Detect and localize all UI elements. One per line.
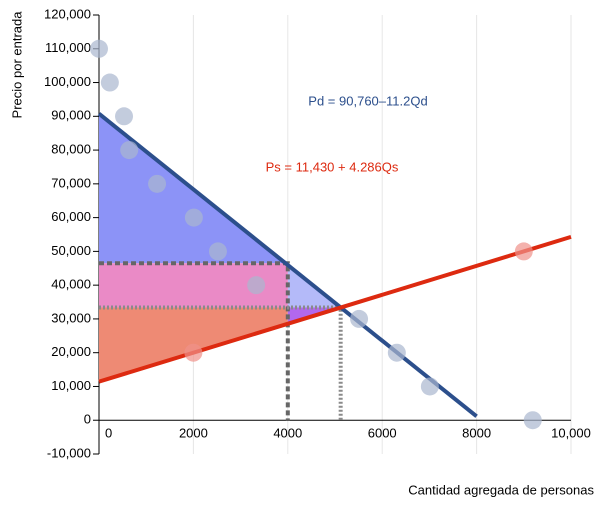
y-tick-label: 40,000 bbox=[51, 277, 91, 292]
scatter-point bbox=[514, 242, 533, 261]
x-tick-label: 10,000 bbox=[551, 426, 591, 441]
x-tick-label: 2000 bbox=[179, 426, 208, 441]
scatter-point bbox=[90, 39, 108, 58]
y-axis-label: Precio por entrada bbox=[9, 11, 24, 119]
y-tick-label: 0 bbox=[84, 412, 91, 427]
y-tick-label: 120,000 bbox=[44, 6, 91, 21]
y-tick-label: 60,000 bbox=[51, 209, 91, 224]
y-tick-label: 110,000 bbox=[45, 40, 91, 55]
annotation: Ps = 11,430 + 4.286Qs bbox=[266, 159, 399, 174]
curve-line bbox=[97, 112, 478, 418]
scatter-point bbox=[120, 141, 139, 160]
scatter-point bbox=[100, 73, 119, 92]
x-tick-label: 8000 bbox=[462, 426, 491, 441]
scatter-point bbox=[387, 343, 406, 362]
scatter-point bbox=[350, 309, 369, 328]
x-tick-label: 4000 bbox=[273, 426, 302, 441]
curve-line bbox=[98, 234, 572, 384]
y-tick-label: 50,000 bbox=[51, 243, 91, 258]
scatter-point bbox=[148, 174, 167, 193]
shaded-area bbox=[99, 263, 288, 308]
y-tick-label: 20,000 bbox=[51, 344, 91, 359]
x-tick-label: 6000 bbox=[368, 426, 397, 441]
scatter-point bbox=[184, 343, 203, 362]
y-tick-label: 90,000 bbox=[51, 108, 91, 123]
x-axis-label: Cantidad agregada de personas bbox=[408, 482, 594, 497]
y-tick-label: -10,000 bbox=[47, 445, 91, 460]
y-tick-label: 80,000 bbox=[51, 142, 91, 157]
x-tick-label: 0 bbox=[105, 426, 112, 441]
y-tick-label: 10,000 bbox=[51, 378, 91, 393]
scatter-point bbox=[420, 377, 439, 396]
scatter-point bbox=[247, 276, 266, 295]
scatter-point bbox=[115, 107, 134, 126]
y-tick-label: 70,000 bbox=[51, 175, 91, 190]
annotation: Pd = 90,760–11.2Qd bbox=[308, 93, 427, 108]
scatter-point bbox=[208, 242, 227, 261]
y-tick-label: 30,000 bbox=[51, 310, 91, 325]
scatter-point bbox=[523, 411, 542, 430]
scatter-point bbox=[184, 208, 203, 227]
y-tick-label: 100,000 bbox=[44, 74, 91, 89]
